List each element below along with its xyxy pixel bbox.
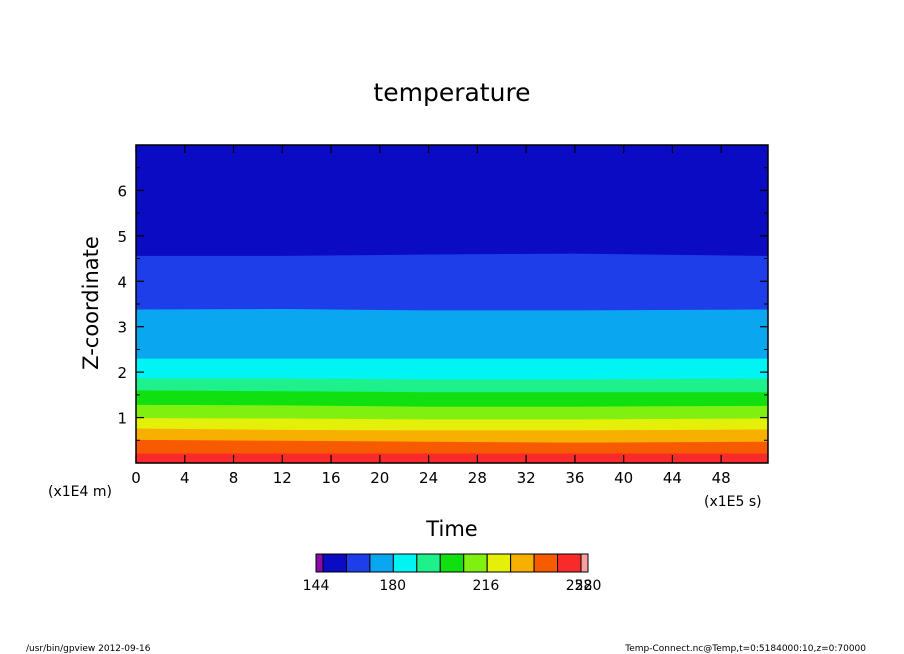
x-tick-label-3: 12	[273, 469, 292, 487]
x-tick-label-8: 32	[517, 469, 536, 487]
colorbar-cell-3	[369, 553, 394, 573]
x-tick-label-0: 0	[131, 469, 141, 487]
y-axis-title: Z-coordinate	[79, 236, 103, 370]
y-tick-label-3: 4	[117, 273, 127, 291]
contour-band-1	[135, 253, 769, 312]
x-axis-unit: (x1E5 s)	[704, 494, 762, 510]
colorbar-cell-6	[439, 553, 465, 573]
colorbar-label-3: 252	[566, 578, 593, 594]
x-tick-label-10: 40	[614, 469, 633, 487]
x-tick-label-2: 8	[229, 469, 239, 487]
y-axis-unit: (x1E4 m)	[48, 484, 112, 500]
contour-band-10	[135, 453, 769, 464]
contour-band-3	[135, 358, 769, 381]
contour-bands	[135, 144, 769, 464]
contour-band-0	[135, 144, 769, 257]
x-tick-label-4: 16	[322, 469, 341, 487]
x-axis-title: Time	[425, 517, 477, 541]
footer-right: Temp-Connect.nc@Temp,t=0:5184000:10,z=0:…	[624, 644, 866, 654]
colorbar-cell-1	[322, 553, 347, 573]
colorbar-label-1: 180	[379, 578, 406, 594]
y-tick-label-2: 3	[117, 319, 127, 337]
colorbar-label-0: 144	[303, 578, 330, 594]
x-tick-label-12: 48	[712, 469, 731, 487]
x-tick-label-9: 36	[565, 469, 584, 487]
contour-band-7	[135, 418, 769, 432]
x-tick-labels: 0 4 8 12 16 20 24 28 32 36 40 44 48	[131, 469, 731, 487]
x-tick-label-11: 44	[663, 469, 682, 487]
contour-band-9	[135, 439, 769, 455]
x-tick-label-7: 28	[468, 469, 487, 487]
y-tick-labels: 1 2 3 4 5 6	[117, 182, 127, 427]
plot-frame	[135, 144, 769, 464]
colorbar-cell-4	[392, 553, 418, 573]
colorbar-cell-10	[533, 553, 559, 573]
colorbar	[315, 553, 589, 573]
y-tick-label-5: 6	[117, 182, 127, 200]
colorbar-cell-0	[315, 553, 324, 573]
colorbar-cell-5	[416, 553, 441, 573]
x-tick-label-5: 20	[370, 469, 389, 487]
y-tick-label-4: 5	[117, 228, 127, 246]
chart-title: temperature	[373, 78, 530, 107]
y-tick-label-0: 1	[117, 410, 127, 428]
contour-band-4	[135, 378, 769, 393]
colorbar-cell-7	[463, 553, 488, 573]
y-tick-label-1: 2	[117, 364, 127, 382]
x-tick-label-1: 4	[180, 469, 190, 487]
colorbar-cell-9	[510, 553, 535, 573]
footer-left: /usr/bin/gpview 2012-09-16	[26, 644, 151, 654]
x-tick-label-6: 24	[419, 469, 438, 487]
axis-ticks	[135, 145, 768, 463]
contour-band-6	[135, 404, 769, 421]
contour-band-5	[135, 390, 769, 408]
colorbar-label-2: 216	[473, 578, 500, 594]
colorbar-cell-11	[557, 553, 582, 573]
colorbar-label-4: 280	[575, 578, 602, 594]
colorbar-cell-8	[486, 553, 512, 573]
colorbar-cell-12	[580, 553, 589, 573]
colorbar-cell-2	[345, 553, 371, 573]
contour-band-2	[135, 309, 769, 360]
